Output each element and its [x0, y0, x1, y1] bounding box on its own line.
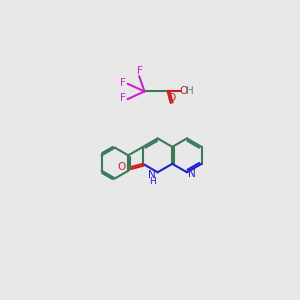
- Text: N: N: [188, 169, 195, 179]
- Text: O: O: [167, 93, 175, 103]
- Text: F: F: [120, 78, 126, 88]
- Text: F: F: [137, 66, 143, 76]
- Text: N: N: [148, 170, 156, 180]
- Text: F: F: [120, 93, 126, 103]
- Text: H: H: [186, 86, 194, 96]
- Text: O: O: [118, 162, 126, 172]
- Text: O: O: [180, 86, 188, 96]
- Text: H: H: [149, 177, 156, 186]
